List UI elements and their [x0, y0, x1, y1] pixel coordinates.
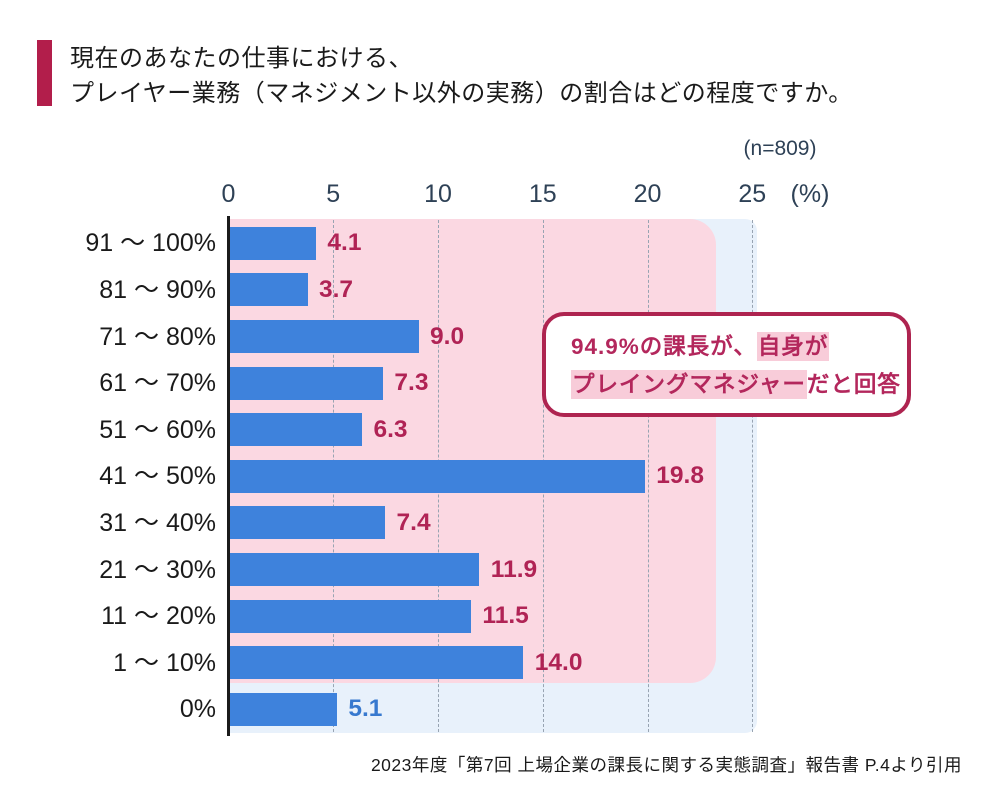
bar [230, 553, 480, 586]
x-gridline [752, 220, 754, 732]
value-label: 4.1 [327, 229, 362, 257]
value-label: 6.3 [373, 415, 408, 443]
title-line-2: プレイヤー業務（マネジメント以外の実務）の割合はどの程度ですか。 [70, 80, 853, 107]
category-label: 0% [179, 695, 216, 724]
callout-highlighted-text: 自身が [756, 332, 830, 361]
bar [230, 506, 386, 540]
callout-text: だと回答 [806, 372, 901, 397]
bar [230, 320, 419, 353]
x-gridline [647, 220, 649, 732]
value-label: 5.1 [348, 695, 383, 723]
value-label: 11.5 [482, 602, 529, 630]
category-label: 51 〜 60% [99, 415, 216, 444]
callout-line-2: プレイングマネジャーだと回答 [571, 366, 907, 404]
bar [230, 273, 308, 307]
x-axis-tick-label: 10 [424, 180, 452, 208]
x-axis-unit-label: (%) [790, 180, 830, 208]
x-axis-tick-label: 25 [738, 180, 767, 208]
callout-line-1: 94.9%の課長が、自身が [571, 328, 907, 366]
value-label: 7.3 [394, 369, 429, 397]
value-label: 9.0 [430, 322, 465, 350]
category-label: 71 〜 80% [99, 322, 216, 351]
category-label: 21 〜 30% [99, 555, 216, 584]
source-citation: 2023年度「第7回 上場企業の課長に関する実態調査」報告書 P.4より引用 [370, 755, 962, 775]
bar [230, 599, 471, 633]
callout-text: 94.9%の課長が、 [571, 334, 757, 359]
callout-box: 94.9%の課長が、自身が プレイングマネジャーだと回答 [542, 312, 911, 417]
title-line-1: 現在のあなたの仕事における、 [70, 45, 413, 72]
value-label: 7.4 [396, 508, 431, 536]
title-accent-bar [37, 40, 52, 106]
bar [230, 459, 645, 493]
y-axis-line [227, 216, 230, 736]
category-label: 91 〜 100% [85, 229, 216, 258]
page-title: 現在のあなたの仕事における、 プレイヤー業務（マネジメント以外の実務）の割合はど… [70, 41, 853, 111]
category-label: 41 〜 50% [99, 462, 216, 491]
category-label: 81 〜 90% [99, 275, 216, 304]
value-label: 14.0 [534, 648, 583, 676]
bar [230, 413, 362, 447]
x-axis-tick-label: 5 [326, 180, 341, 208]
x-axis-tick-label: 15 [528, 180, 557, 208]
bar [230, 366, 383, 400]
callout-highlighted-text: プレイングマネジャー [571, 370, 807, 399]
bar [230, 692, 337, 726]
x-axis-tick-label: 0 [221, 180, 236, 208]
bar [230, 226, 316, 260]
value-label: 3.7 [319, 275, 354, 303]
value-label: 19.8 [656, 462, 704, 490]
x-axis-tick-label: 20 [633, 180, 662, 208]
sample-size-label: (n=809) [743, 137, 817, 160]
category-label: 31 〜 40% [99, 508, 216, 537]
category-label: 11 〜 20% [101, 602, 216, 631]
value-label: 11.9 [490, 555, 538, 583]
category-label: 1 〜 10% [113, 648, 216, 677]
category-label: 61 〜 70% [99, 369, 216, 398]
bar [230, 646, 524, 680]
